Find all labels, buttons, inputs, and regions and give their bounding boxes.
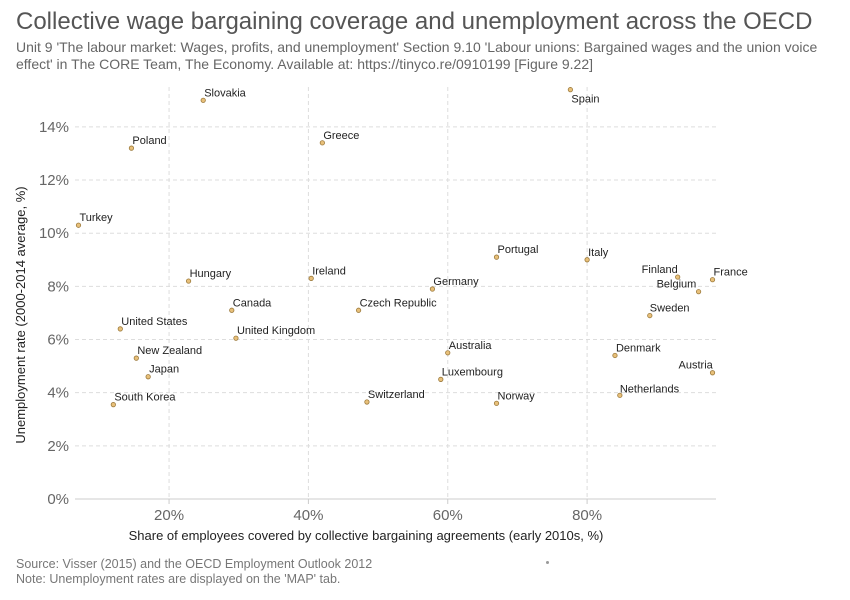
scatter-point[interactable] (364, 399, 370, 405)
scatter-point[interactable] (145, 374, 151, 380)
data-points: Slovakia Spain Poland Greece Turkey Portugal I… (75, 87, 748, 408)
point-label: United States (121, 316, 188, 328)
point-label: Sweden (650, 303, 690, 315)
scatter-point[interactable] (355, 307, 362, 313)
point-label: Finland (642, 264, 678, 276)
point-label: Japan (149, 364, 179, 376)
y-tick-label: 6% (47, 332, 69, 349)
scatter-point[interactable] (75, 222, 82, 228)
y-tick-label: 4% (47, 385, 69, 402)
point-label: New Zealand (137, 345, 202, 357)
point-label: Luxembourg (442, 366, 503, 378)
x-tick-label: 60% (433, 507, 463, 524)
point-label: Hungary (190, 268, 232, 280)
point-label: Canada (233, 297, 272, 309)
point-label: United Kingdom (237, 325, 315, 337)
y-tick-label: 8% (47, 278, 69, 295)
point-label: Italy (588, 247, 609, 259)
point-label: Ireland (312, 265, 346, 277)
scatter-point[interactable] (319, 140, 325, 146)
scatter-point[interactable] (567, 87, 573, 93)
point-label: Denmark (616, 342, 661, 354)
point-label: Czech Republic (360, 297, 438, 309)
point-label: South Korea (114, 392, 176, 404)
scatter-point[interactable] (110, 402, 116, 408)
point-label: Portugal (498, 244, 539, 256)
scatter-point[interactable] (617, 392, 623, 398)
scatter-point[interactable] (133, 355, 139, 361)
scatter-point[interactable] (675, 274, 681, 280)
point-label: Slovakia (204, 87, 246, 99)
scatter-point[interactable] (612, 352, 618, 359)
chart-subtitle: Unit 9 'The labour market: Wages, profit… (16, 39, 818, 72)
point-label: Australia (449, 340, 493, 352)
chart-footer: Source: Visser (2015) and the OECD Emplo… (16, 557, 372, 586)
grid-lines (75, 87, 716, 500)
scatter-point[interactable] (647, 312, 653, 319)
scatter-point[interactable] (695, 289, 702, 295)
x-tick-label: 80% (572, 507, 602, 524)
y-tick-label: 14% (39, 119, 69, 136)
scatter-point[interactable] (233, 335, 239, 341)
y-tick-label: 2% (47, 438, 69, 455)
point-label: Poland (132, 135, 166, 147)
scatter-point[interactable] (493, 254, 500, 260)
point-label: Netherlands (620, 383, 680, 395)
point-label: France (714, 267, 748, 279)
scatter-point[interactable] (200, 97, 206, 103)
y-tick-label: 0% (47, 491, 69, 508)
point-label: Greece (323, 130, 359, 142)
y-tick-label: 12% (39, 172, 69, 189)
scatter-point[interactable] (445, 350, 451, 356)
point-label: Belgium (657, 279, 697, 291)
axes: 0% 2% 4% 6% 8% 10% 12% 14% 20% 40% 60% 80% (39, 119, 716, 524)
small-dot-marker (546, 561, 549, 564)
scatter-point[interactable] (493, 400, 500, 406)
point-label: Germany (433, 276, 479, 288)
map-tab-note: Note: Unemployment rates are displayed o… (16, 571, 341, 586)
scatter-point[interactable] (117, 326, 123, 332)
scatter-point[interactable] (229, 307, 235, 313)
y-axis-label: Unemployment rate (2000-2014 average, %) (13, 186, 28, 443)
point-label: Switzerland (368, 389, 425, 401)
scatter-point[interactable] (185, 278, 192, 284)
point-label: Austria (679, 360, 714, 372)
scatter-point[interactable] (709, 277, 716, 283)
scatter-point[interactable] (438, 376, 444, 382)
y-tick-label: 10% (39, 225, 69, 242)
point-label: Norway (498, 390, 536, 402)
x-tick-label: 40% (293, 507, 323, 524)
chart-title: Collective wage bargaining coverage and … (16, 8, 813, 35)
source-note: Source: Visser (2015) and the OECD Emplo… (16, 557, 373, 571)
scatter-point[interactable] (308, 275, 314, 281)
scatter-point[interactable] (709, 370, 716, 376)
x-tick-label: 20% (154, 507, 184, 524)
scatter-point[interactable] (584, 257, 590, 263)
point-label: Turkey (79, 212, 113, 224)
scatter-point[interactable] (429, 286, 436, 292)
scatter-point[interactable] (128, 145, 135, 151)
point-label: Spain (571, 94, 599, 106)
x-axis-label: Share of employees covered by collective… (129, 528, 604, 543)
